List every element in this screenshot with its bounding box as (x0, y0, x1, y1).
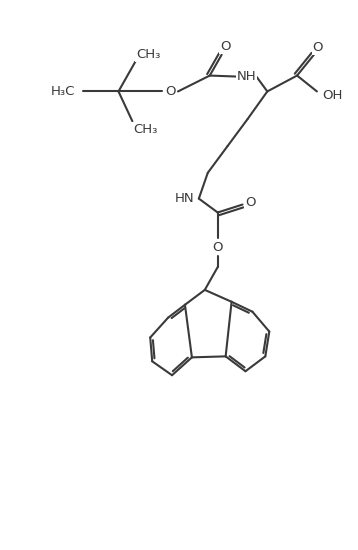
Text: NH: NH (237, 70, 256, 83)
Text: O: O (165, 85, 175, 98)
Text: O: O (212, 241, 223, 254)
Text: CH₃: CH₃ (136, 48, 160, 61)
Text: CH₃: CH₃ (133, 123, 158, 136)
Text: O: O (313, 41, 323, 54)
Text: H₃C: H₃C (51, 85, 75, 98)
Text: HN: HN (175, 192, 195, 205)
Text: O: O (221, 40, 231, 53)
Text: O: O (245, 196, 256, 209)
Text: OH: OH (323, 89, 343, 102)
